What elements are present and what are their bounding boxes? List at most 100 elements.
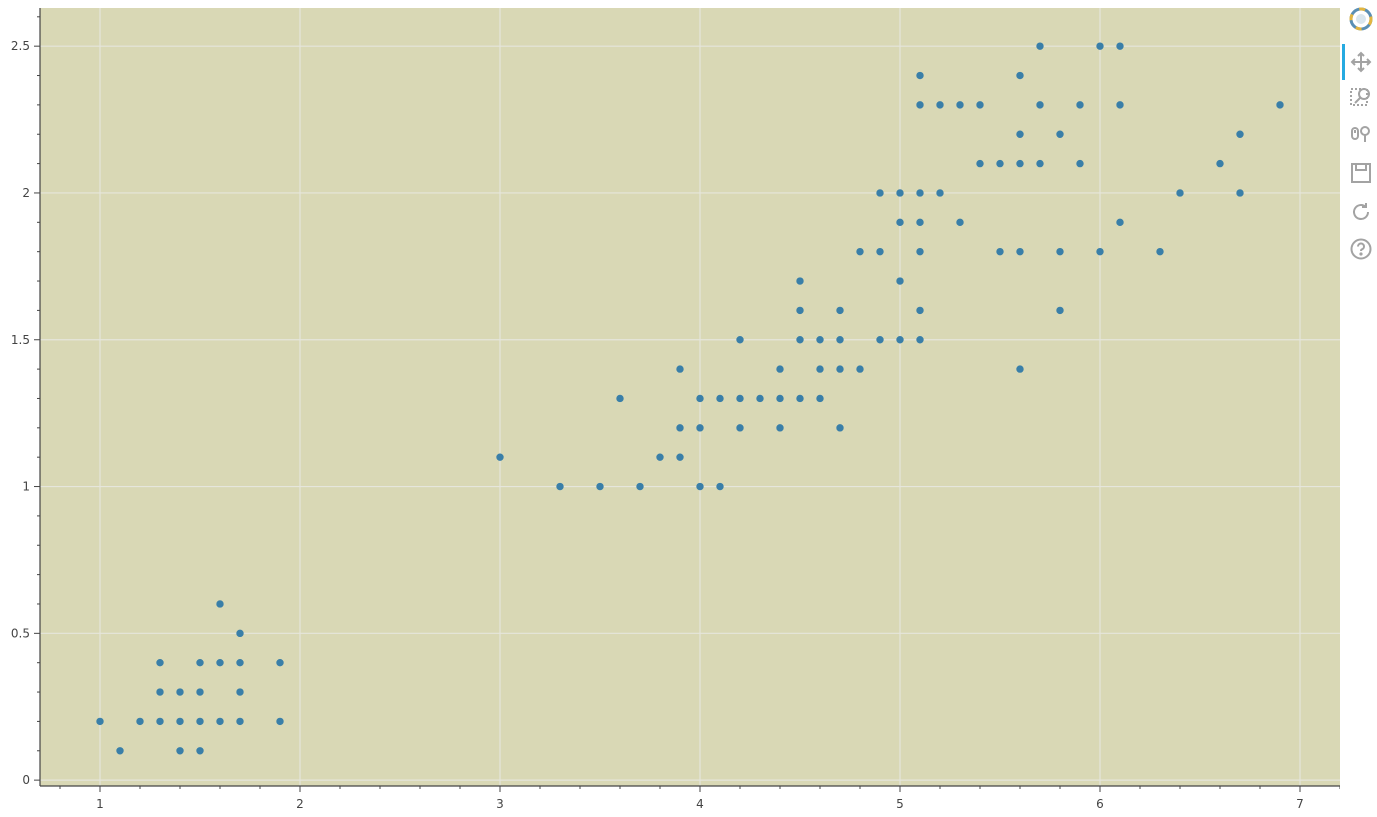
data-point (896, 218, 904, 227)
data-point (1016, 130, 1024, 138)
data-point (816, 394, 824, 403)
wheel-zoom-tool-icon[interactable] (1348, 121, 1374, 147)
reset-tool-icon[interactable] (1348, 199, 1374, 225)
data-point (876, 189, 884, 197)
pan-tool-icon[interactable] (1348, 49, 1374, 75)
data-point (496, 453, 504, 461)
data-point (1036, 42, 1044, 50)
data-point (156, 658, 164, 667)
tick-labels: 1 2 3 4 5 6 7 0 0.5 1 1.5 2 2.5 (11, 39, 1304, 811)
data-point (976, 159, 984, 168)
data-point (1276, 101, 1284, 109)
data-point (1096, 42, 1104, 50)
data-point (1236, 130, 1244, 138)
data-point (596, 482, 604, 491)
bokeh-logo-icon[interactable] (1348, 6, 1374, 32)
data-point (776, 365, 784, 373)
data-point (896, 336, 904, 344)
data-point (956, 101, 964, 109)
save-tool-icon[interactable] (1348, 160, 1374, 186)
data-point (236, 629, 244, 638)
data-point (996, 247, 1004, 256)
data-point (1056, 306, 1064, 315)
x-tick-label: 7 (1296, 797, 1304, 811)
y-tick-label: 2 (22, 186, 30, 200)
data-point (1156, 247, 1164, 256)
data-point (1036, 159, 1044, 168)
data-point (736, 424, 744, 432)
data-point (796, 277, 804, 285)
data-point (1016, 247, 1024, 256)
data-point (156, 717, 164, 726)
data-point (876, 247, 884, 256)
data-point (116, 747, 124, 755)
data-point (696, 394, 704, 403)
y-tick-label: 2.5 (11, 39, 30, 53)
data-point (656, 453, 664, 461)
data-point (216, 658, 224, 667)
data-point (916, 71, 924, 80)
data-point (1176, 189, 1184, 197)
data-point (1056, 130, 1064, 138)
active-tool-indicator (1342, 44, 1345, 80)
data-point (1236, 189, 1244, 197)
data-point (1076, 101, 1084, 109)
data-point (216, 717, 224, 726)
data-point (1216, 159, 1224, 168)
data-point (896, 189, 904, 197)
y-tick-label: 1 (22, 480, 30, 494)
data-point (1016, 71, 1024, 80)
data-point (236, 717, 244, 726)
data-point (916, 336, 924, 344)
plot-area (40, 8, 1340, 786)
data-point (796, 336, 804, 344)
data-point (276, 658, 284, 667)
data-point (836, 424, 844, 432)
data-point (796, 394, 804, 403)
data-point (636, 482, 644, 491)
data-point (936, 101, 944, 109)
data-point (236, 688, 244, 696)
data-point (896, 277, 904, 285)
x-tick-label: 4 (696, 797, 704, 811)
data-point (616, 394, 624, 403)
data-point (196, 688, 204, 696)
data-point (836, 365, 844, 373)
data-point (276, 717, 284, 726)
data-point (936, 189, 944, 197)
data-point (836, 306, 844, 315)
scatter-plot[interactable]: 1 2 3 4 5 6 7 0 0.5 1 1.5 2 2.5 (0, 0, 1340, 817)
data-point (1116, 42, 1124, 50)
data-point (156, 688, 164, 696)
help-tool-icon[interactable] (1348, 236, 1374, 262)
data-point (716, 394, 724, 403)
data-point (776, 424, 784, 432)
data-point (1056, 247, 1064, 256)
data-point (876, 336, 884, 344)
data-point (216, 600, 224, 608)
data-point (736, 394, 744, 403)
data-point (176, 747, 184, 755)
data-point (856, 247, 864, 256)
data-point (1076, 159, 1084, 168)
data-point (1116, 101, 1124, 109)
data-point (856, 365, 864, 373)
data-point (1036, 101, 1044, 109)
data-point (676, 453, 684, 461)
data-point (836, 336, 844, 344)
data-point (736, 336, 744, 344)
data-point (976, 101, 984, 109)
x-tick-label: 1 (96, 797, 104, 811)
data-point (1016, 159, 1024, 168)
data-points (96, 42, 1284, 755)
axes (34, 8, 1340, 792)
box-zoom-tool-icon[interactable] (1348, 84, 1374, 110)
data-point (996, 159, 1004, 168)
data-point (676, 365, 684, 373)
data-point (916, 306, 924, 315)
y-tick-label: 0.5 (11, 626, 30, 640)
data-point (916, 218, 924, 227)
y-tick-label: 1.5 (11, 333, 30, 347)
data-point (916, 189, 924, 197)
data-point (176, 717, 184, 726)
